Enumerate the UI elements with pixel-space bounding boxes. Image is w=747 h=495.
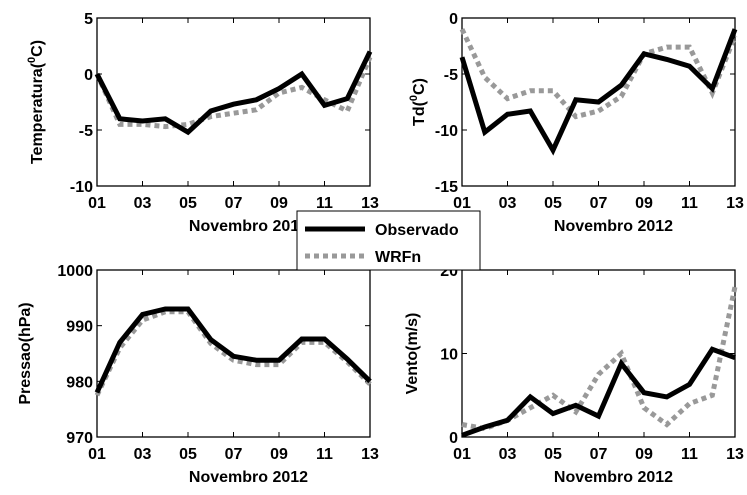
x-tick-label: 13 — [361, 195, 379, 212]
x-tick-label: 01 — [453, 195, 471, 212]
x-tick-label: 09 — [635, 195, 653, 212]
y-tick-label: -15 — [435, 179, 458, 196]
series-line-wrfn — [94, 309, 372, 397]
y-tick-label: 5 — [84, 11, 93, 28]
x-tick-label: 07 — [590, 195, 608, 212]
chart-panel-3: 970 980 990 1000 01 03 05 07 09 11 13 Novembro 2012… — [17, 263, 379, 486]
y-axis-label: Vento(m/s) — [404, 313, 421, 395]
y-tick-label: 970 — [66, 430, 93, 447]
series-line-wrfn — [94, 56, 373, 130]
x-tick-label: 03 — [499, 446, 517, 463]
x-tick-label: 09 — [635, 446, 653, 463]
series-line-observado — [459, 28, 738, 156]
x-tick-label: 13 — [726, 195, 744, 212]
x-tick-label: 09 — [270, 446, 288, 463]
series-line-observado — [94, 50, 373, 136]
y-tick-label: 980 — [66, 374, 93, 391]
x-tick-label: 01 — [453, 446, 471, 463]
x-tick-label: 05 — [544, 195, 562, 212]
x-tick-label: 07 — [225, 446, 243, 463]
series-line-observado — [94, 306, 372, 394]
x-tick-label: 11 — [681, 446, 698, 463]
y-tick-label: -5 — [444, 67, 458, 84]
y-tick-label: 0 — [449, 430, 458, 447]
y-axis-label: Pressao(hPa) — [17, 302, 34, 404]
x-tick-label: 01 — [88, 195, 106, 212]
x-tick-label: 11 — [681, 195, 698, 212]
x-axis-label: Novembro 2012 — [554, 469, 673, 486]
y-axis-label: Td(0C) — [408, 78, 428, 126]
y-tick-label: 10 — [440, 347, 458, 364]
x-tick-label: 13 — [361, 446, 379, 463]
y-tick-label: -10 — [70, 179, 93, 196]
x-tick-label: 07 — [590, 446, 608, 463]
y-tick-label: -10 — [435, 123, 458, 140]
x-tick-label: 03 — [134, 446, 152, 463]
y-tick-label: 990 — [66, 319, 93, 336]
y-tick-label: 0 — [449, 11, 458, 28]
y-axis-label: Temperatura(0C) — [26, 40, 46, 164]
x-axis-label: Novembro 2012 — [189, 469, 308, 486]
x-tick-label: 09 — [270, 195, 288, 212]
x-axis-label: Novembro 2012 — [189, 218, 308, 235]
x-tick-label: 05 — [179, 446, 197, 463]
y-tick-label: 0 — [84, 67, 93, 84]
x-tick-label: 07 — [225, 195, 243, 212]
x-tick-label: 03 — [499, 195, 517, 212]
legend-label-observado: Observado — [375, 222, 459, 239]
legend-label-wrfn: WRFn — [375, 249, 421, 266]
y-tick-label: 1000 — [57, 263, 93, 280]
x-tick-label: 01 — [88, 446, 106, 463]
chart-panel-2: -15 -10 -5 0 01 03 05 07 09 11 13 Novembro 2012 Td(0… — [408, 11, 744, 235]
series-line-wrfn — [459, 28, 738, 120]
series-line-wrfn — [461, 286, 738, 432]
x-tick-label: 03 — [134, 195, 152, 212]
x-tick-label: 11 — [316, 195, 333, 212]
x-axis-label: Novembro 2012 — [554, 218, 673, 235]
legend-box — [296, 210, 481, 271]
y-tick-label: -5 — [79, 123, 93, 140]
x-tick-label: 13 — [726, 446, 744, 463]
series-line-observado — [461, 346, 736, 438]
x-tick-label: 05 — [179, 195, 197, 212]
legend: Observado WRFn — [296, 210, 481, 271]
x-tick-label: 11 — [316, 446, 333, 463]
x-tick-label: 05 — [544, 446, 562, 463]
